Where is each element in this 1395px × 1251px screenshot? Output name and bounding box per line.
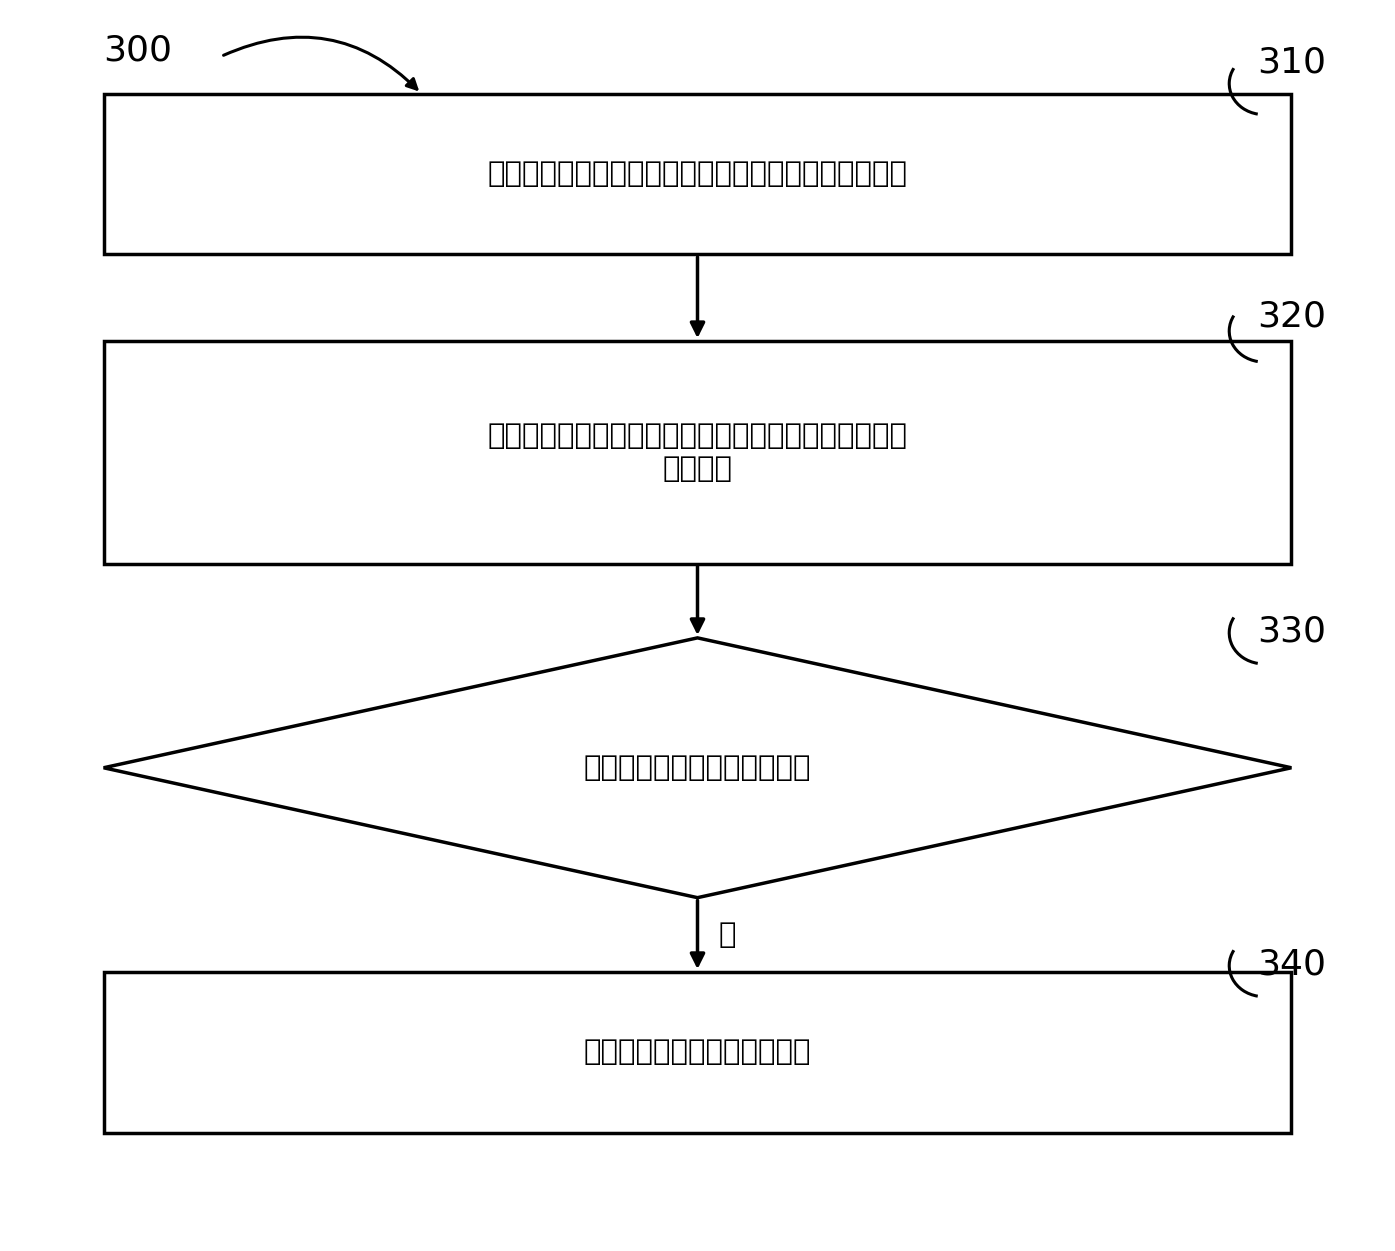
Text: 340: 340 xyxy=(1257,947,1325,982)
Text: 330: 330 xyxy=(1257,614,1325,649)
Text: 降低第一搜索结果的排序指标: 降低第一搜索结果的排序指标 xyxy=(583,1038,812,1066)
Polygon shape xyxy=(103,638,1292,898)
Text: 确定第一位置超过阈值位置？: 确定第一位置超过阈值位置？ xyxy=(583,754,812,782)
Text: 确定第一内容在与第一搜索结果相关联的外部页面上的
第一位置: 确定第一内容在与第一搜索结果相关联的外部页面上的 第一位置 xyxy=(487,422,908,483)
Text: 是: 是 xyxy=(718,921,735,948)
Text: 确定结果展示页面上与第一搜索结果相关联的第一内容: 确定结果展示页面上与第一搜索结果相关联的第一内容 xyxy=(487,160,908,188)
Text: 320: 320 xyxy=(1257,299,1325,333)
Text: 310: 310 xyxy=(1257,45,1325,80)
Bar xyxy=(103,94,1292,254)
Text: 300: 300 xyxy=(103,34,173,68)
Bar xyxy=(103,342,1292,564)
Bar xyxy=(103,972,1292,1132)
